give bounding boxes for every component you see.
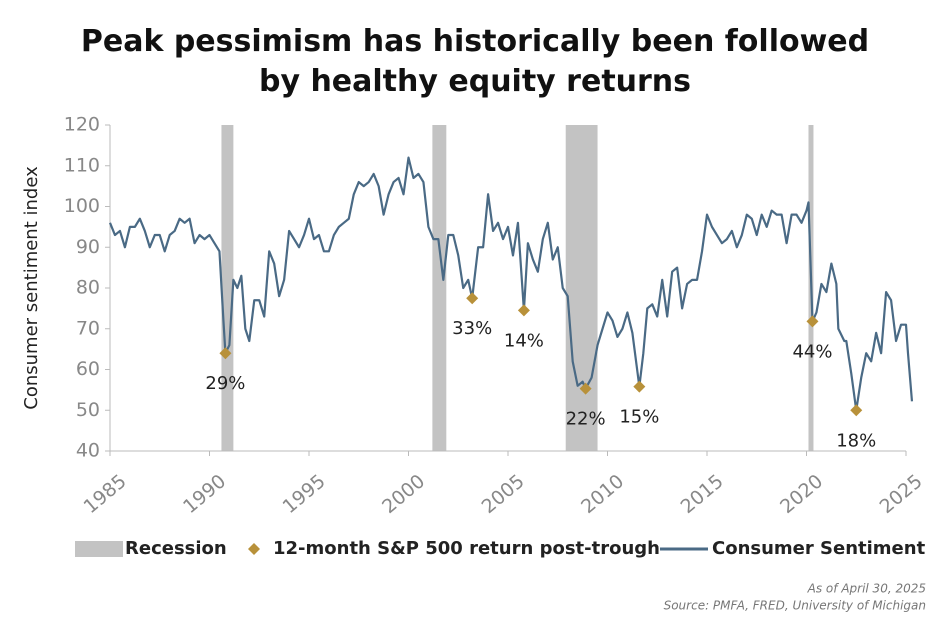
y-tick-label: 40: [76, 440, 100, 462]
legend-label: Recession: [125, 538, 227, 559]
x-tick-label: 2000: [378, 470, 429, 518]
y-tick-label: 80: [76, 277, 100, 299]
recession-band: [565, 125, 598, 451]
trough-marker: [633, 380, 646, 393]
return-label: 33%: [452, 318, 492, 339]
x-tick-label: 1990: [179, 470, 230, 518]
y-tick-label: 50: [76, 399, 100, 421]
legend-swatch: [248, 543, 260, 555]
return-label: 14%: [504, 330, 544, 351]
x-tick-label: 2025: [876, 470, 927, 518]
y-tick-label: 90: [76, 236, 100, 258]
source-note: Source: PMFA, FRED, University of Michig…: [664, 599, 926, 613]
trough-marker: [466, 292, 479, 305]
y-tick-label: 100: [64, 195, 100, 217]
return-label: 44%: [792, 341, 832, 362]
legend-swatch: [75, 541, 123, 557]
x-tick-label: 2020: [776, 470, 827, 518]
legend-label: Consumer Sentiment: [712, 538, 926, 559]
trough-marker: [579, 382, 592, 395]
return-label: 18%: [836, 430, 876, 451]
trough-marker: [806, 315, 819, 328]
return-label: 22%: [566, 409, 606, 430]
y-axis-label: Consumer sentiment index: [21, 166, 42, 410]
x-tick-label: 1995: [279, 470, 330, 518]
x-tick-label: 2010: [577, 470, 628, 518]
source-note: As of April 30, 2025: [807, 582, 926, 596]
trough-marker: [219, 347, 232, 360]
recession-band: [221, 125, 234, 451]
series-line: [108, 156, 914, 412]
chart-title: Peak pessimism has historically been fol…: [80, 24, 870, 99]
y-tick-label: 70: [76, 317, 100, 339]
y-tick-label: 110: [64, 154, 100, 176]
trough-marker: [850, 404, 863, 417]
y-tick-label: 120: [64, 114, 100, 136]
return-label: 29%: [205, 373, 245, 394]
y-tick-label: 60: [76, 358, 100, 380]
x-tick-label: 2005: [478, 470, 529, 518]
trough-marker: [517, 304, 530, 317]
x-tick-label: 1985: [80, 470, 131, 518]
recession-band: [432, 125, 447, 451]
return-label: 15%: [619, 407, 659, 428]
x-tick-label: 2015: [677, 470, 728, 518]
legend-label: 12-month S&P 500 return post-trough: [273, 538, 660, 559]
